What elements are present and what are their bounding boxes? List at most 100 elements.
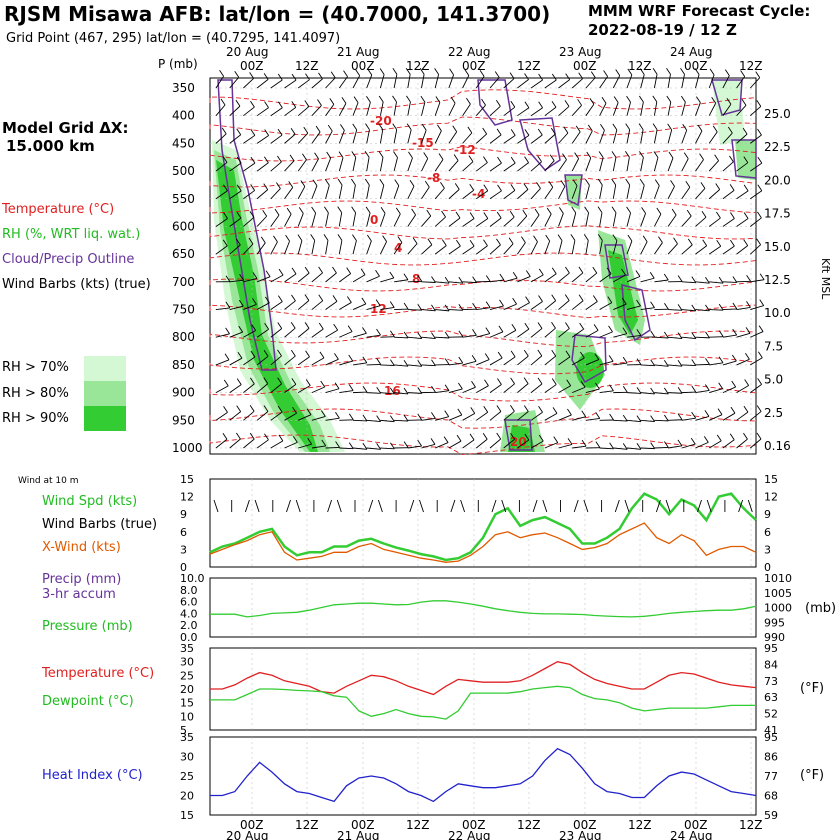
wind-barb: [544, 240, 551, 255]
wind-barb-flag: [658, 236, 663, 243]
wind-barb-flag: [759, 299, 765, 306]
wind-barb-flag: [718, 276, 724, 284]
bottom-hour-label: 00Z: [573, 818, 597, 832]
wind-barb: [366, 447, 381, 450]
wind-barb-flag: [578, 72, 584, 79]
wind-barb-flag: [622, 327, 628, 334]
wind-barb: [571, 212, 577, 227]
wind-barb: [530, 411, 543, 421]
wind-barb-flag: [575, 125, 581, 133]
wind-barb: [393, 129, 398, 144]
wind-barb-flag: [732, 302, 738, 310]
wind-barb: [599, 212, 603, 227]
wind-barb: [722, 75, 730, 89]
wind-barb-flag: [235, 238, 241, 246]
wind-barb-flag: [249, 72, 254, 79]
forecast-cycle-value: 2022-08-19 / 12 Z: [588, 21, 737, 39]
wind-frame: [209, 478, 757, 568]
wind-barb-flag: [277, 405, 283, 413]
wind-barb: [407, 280, 422, 283]
wind-barb-flag: [536, 182, 541, 189]
wind-barb-flag: [484, 353, 490, 360]
wind-barb: [229, 105, 241, 117]
wind-barb-flag: [263, 405, 269, 412]
wind-barb-flag: [636, 299, 641, 307]
cloud-outline: [604, 244, 629, 279]
wind-barb: [229, 357, 243, 366]
wind-barb-flag: [581, 439, 587, 447]
wind-barb-flag: [653, 151, 659, 158]
precip-label: Precip (mm): [42, 572, 122, 587]
wind-barb: [654, 279, 669, 283]
surface-wind-barb: [327, 499, 333, 513]
wind-barb-flag: [365, 123, 370, 130]
wind-barb: [297, 272, 310, 283]
wind-barb: [503, 356, 516, 366]
wind-barb: [407, 74, 411, 89]
wind-barb: [544, 133, 556, 144]
wind-barb-flag: [376, 387, 382, 394]
wind-barb: [489, 244, 501, 255]
wind-barb: [407, 214, 416, 227]
wind-barb-flag: [458, 382, 463, 390]
wind-barb-flag: [464, 69, 470, 76]
wind-barb-flag: [250, 156, 256, 164]
wind-barb: [325, 240, 329, 255]
wind-barb: [640, 364, 655, 367]
wind-barb-flag: [341, 97, 347, 104]
wind-barb: [325, 272, 337, 283]
pressure-left-tick: 8.0: [180, 584, 198, 597]
wind-barb-flag: [472, 276, 477, 283]
wind-barb-flag: [663, 273, 669, 281]
wind-barb: [654, 446, 669, 449]
wind-barb: [571, 185, 578, 199]
heat-left-tick: 30: [180, 751, 194, 764]
wind-barb-flag: [260, 236, 266, 244]
wind-barb-flag: [741, 99, 747, 106]
wind-barb-flag: [290, 321, 296, 329]
wind-barb-flag: [382, 235, 387, 242]
wind-barb-flag: [389, 387, 395, 395]
wind-barb-flag: [600, 123, 605, 131]
wind-barb: [366, 419, 381, 423]
wind-barb-flag: [318, 294, 324, 301]
wind-barb: [407, 157, 413, 172]
wind-barb-flag: [394, 179, 400, 186]
wind-barb-flag: [277, 155, 282, 163]
wind-barb-flag: [667, 123, 673, 131]
wind-barb-flag: [757, 156, 763, 164]
wind-barb: [708, 74, 715, 89]
wind-barb: [708, 217, 721, 227]
wind-barb: [229, 411, 241, 421]
pressure-tick-label: 550: [172, 192, 195, 206]
wind-barb: [229, 279, 244, 283]
wind-barb-flag: [545, 234, 551, 242]
wind-barb-flag: [757, 378, 763, 385]
wind-barb: [270, 355, 282, 366]
temperature-contour-label: -20: [370, 114, 392, 128]
wind-barb-flag: [597, 206, 603, 213]
wind-barb: [626, 240, 633, 255]
wind-barb-flag: [469, 239, 475, 247]
wind-barb: [256, 302, 270, 310]
wind-barb-flag: [343, 70, 348, 77]
wind-barb: [325, 329, 338, 338]
wind-barb-flag: [277, 128, 283, 136]
wind-barb: [517, 328, 530, 338]
wind-barb-flag: [469, 184, 475, 191]
wind-barb-flag: [352, 123, 358, 131]
wind-barb-flag: [730, 239, 735, 247]
wind-barb-flag: [237, 351, 243, 359]
wind-barb-flag: [440, 181, 445, 189]
wind-barb: [585, 185, 590, 199]
wind-barb-flag: [716, 211, 721, 219]
wind-barb: [366, 129, 370, 144]
wind-barb: [530, 214, 540, 227]
wind-barb-flag: [375, 269, 380, 277]
wind-barb-flag: [304, 266, 310, 274]
wind-barb: [366, 305, 381, 310]
temperature-contours: [209, 89, 757, 456]
wind-barb-flag: [551, 267, 557, 275]
wind-barb: [530, 134, 543, 144]
wind-barb: [270, 383, 282, 393]
